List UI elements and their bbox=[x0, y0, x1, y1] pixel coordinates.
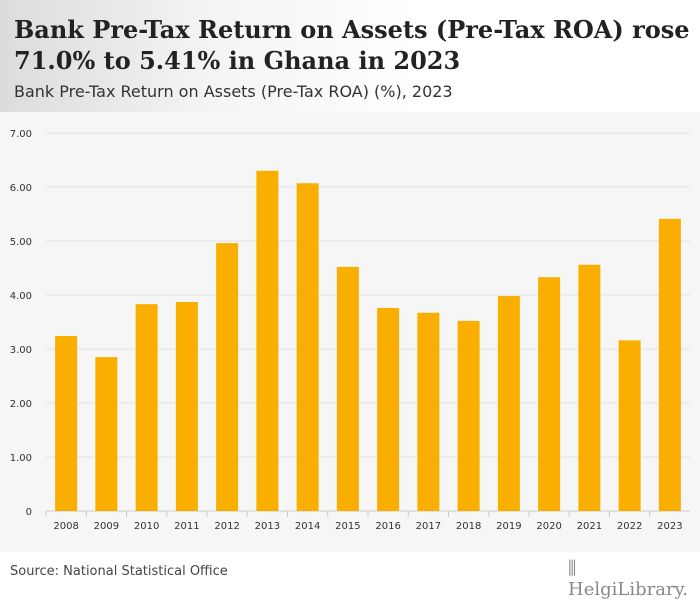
bar-2013 bbox=[256, 170, 279, 512]
bar-2015 bbox=[336, 266, 359, 511]
source-note: Source: National Statistical Office bbox=[10, 564, 228, 579]
y-tick-label: 7.00 bbox=[10, 129, 32, 140]
y-tick-label: 0 bbox=[26, 507, 32, 518]
x-tick-label: 2012 bbox=[214, 521, 239, 532]
bar-2023 bbox=[658, 218, 681, 512]
y-tick-label: 1.00 bbox=[10, 453, 32, 464]
bar-2018 bbox=[457, 320, 480, 511]
y-tick-label: 6.00 bbox=[10, 183, 32, 194]
chart-subtitle: Bank Pre-Tax Return on Assets (Pre-Tax R… bbox=[14, 82, 453, 101]
bar-2020 bbox=[538, 277, 561, 511]
bar-2009 bbox=[95, 357, 118, 511]
y-tick-label: 5.00 bbox=[10, 237, 32, 248]
bar-2017 bbox=[417, 312, 440, 511]
x-tick-label: 2008 bbox=[53, 521, 78, 532]
x-tick-label: 2016 bbox=[375, 521, 400, 532]
x-tick-label: 2010 bbox=[134, 521, 159, 532]
y-tick-label: 4.00 bbox=[10, 291, 32, 302]
page-title: Bank Pre-Tax Return on Assets (Pre-Tax R… bbox=[14, 15, 690, 75]
helgi-library-logo: ⫼ HelgiLibrary. bbox=[568, 558, 689, 600]
x-tick-label: 2017 bbox=[416, 521, 441, 532]
x-tick-label: 2020 bbox=[536, 521, 561, 532]
bar-2019 bbox=[497, 296, 520, 511]
bar-2011 bbox=[175, 302, 198, 511]
x-tick-label: 2022 bbox=[617, 521, 642, 532]
x-tick-label: 2018 bbox=[456, 521, 481, 532]
bar-2008 bbox=[55, 336, 78, 511]
x-tick-label: 2015 bbox=[335, 521, 360, 532]
bar-2021 bbox=[578, 264, 601, 511]
header bbox=[0, 0, 700, 112]
bar-2012 bbox=[216, 243, 239, 511]
x-tick-label: 2013 bbox=[255, 521, 280, 532]
x-tick-label: 2014 bbox=[295, 521, 320, 532]
x-tick-label: 2011 bbox=[174, 521, 199, 532]
x-tick-label: 2023 bbox=[657, 521, 682, 532]
bar-2014 bbox=[296, 183, 319, 511]
bar-2016 bbox=[377, 307, 400, 511]
x-tick-label: 2019 bbox=[496, 521, 521, 532]
x-tick-label: 2009 bbox=[94, 521, 119, 532]
y-tick-label: 2.00 bbox=[10, 399, 32, 410]
bar-2010 bbox=[135, 304, 158, 511]
x-tick-label: 2021 bbox=[577, 521, 602, 532]
y-tick-label: 3.00 bbox=[10, 345, 32, 356]
bar-2022 bbox=[618, 340, 641, 511]
